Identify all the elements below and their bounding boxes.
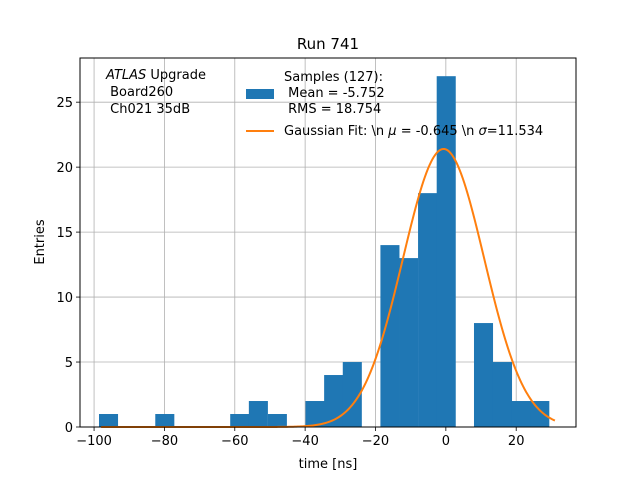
annotation-upgrade: Upgrade <box>146 68 206 83</box>
x-tick-label: 0 <box>442 434 450 449</box>
x-tick-label: −80 <box>151 434 178 449</box>
annotation-line-1: ATLAS Upgrade <box>105 68 206 83</box>
histogram-bar <box>155 414 175 427</box>
histogram-bar <box>399 258 419 427</box>
x-tick-label: −60 <box>221 434 248 449</box>
annotation-line-2: Board260 <box>106 85 173 100</box>
legend-fit-sigma-value: =11.534 <box>487 124 543 139</box>
y-tick-label: 25 <box>56 96 73 111</box>
histogram-bar <box>436 76 456 428</box>
plot-frame <box>79 57 577 428</box>
histogram-bar <box>98 414 119 427</box>
legend-fit-mu: μ <box>387 124 396 139</box>
histogram-bar <box>473 323 494 427</box>
histogram-bar <box>511 401 531 427</box>
legend-fit-prefix: Gaussian Fit: \n <box>284 124 388 139</box>
histogram-bar <box>530 401 550 427</box>
histogram-bar <box>418 193 438 427</box>
y-tick-label: 5 <box>65 356 73 371</box>
annotation-line-3: Ch021 35dB <box>106 102 190 117</box>
atlas-annotation: ATLAS Upgrade Board260 Ch021 35dB <box>105 68 206 117</box>
legend-fit-mu-value: = -0.645 \n <box>397 124 479 139</box>
x-axis-label: time [ns] <box>299 457 358 472</box>
histogram-bar <box>324 375 344 427</box>
legend-histogram-swatch <box>246 89 274 99</box>
x-tick-label: −100 <box>76 434 112 449</box>
x-tick-label: −20 <box>362 434 389 449</box>
histogram-bar <box>267 414 287 427</box>
legend-histogram-line-2: Mean = -5.752 <box>284 86 385 101</box>
legend-histogram-line-3: RMS = 18.754 <box>284 102 381 117</box>
x-tick-label: 20 <box>508 434 525 449</box>
histogram-bar <box>305 401 325 427</box>
legend: Samples (127): Mean = -5.752 RMS = 18.75… <box>246 70 543 139</box>
y-axis-label: Entries <box>33 219 48 265</box>
legend-fit-label: Gaussian Fit: \n μ = -0.645 \n σ=11.534 <box>284 124 543 139</box>
legend-histogram-line-1: Samples (127): <box>284 70 383 85</box>
y-tick-label: 15 <box>56 226 73 241</box>
histogram-bar <box>248 401 268 427</box>
histogram-bar <box>230 414 250 427</box>
y-tick-label: 0 <box>65 421 73 436</box>
x-tick-label: −40 <box>291 434 318 449</box>
annotation-atlas: ATLAS <box>105 68 146 83</box>
y-tick-label: 10 <box>56 291 73 306</box>
y-tick-label: 20 <box>56 161 73 176</box>
legend-fit-sigma: σ <box>479 124 488 139</box>
axis-ticks: −100 −80 −60 −40 −20 0 20 0 5 10 15 20 25 <box>56 96 524 449</box>
chart-title: Run 741 <box>297 35 359 53</box>
histogram-bar <box>492 362 513 427</box>
